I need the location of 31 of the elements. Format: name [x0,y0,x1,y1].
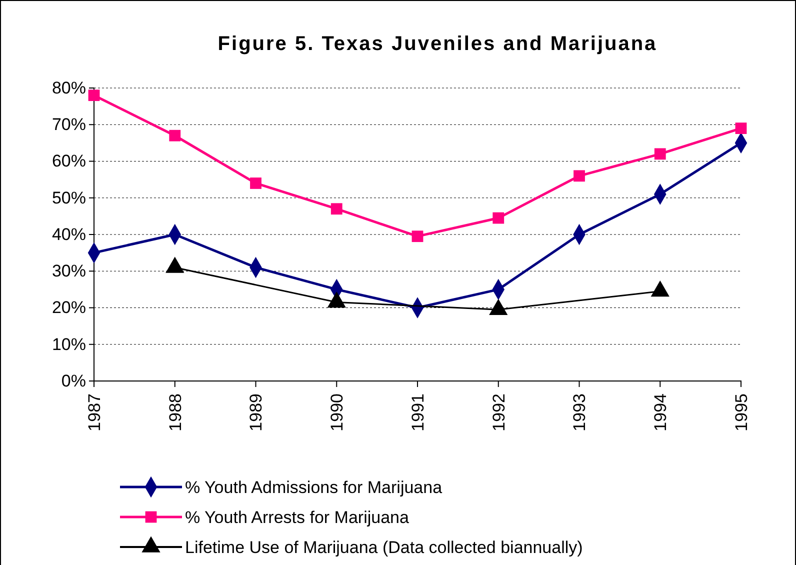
x-tick-label: 1989 [246,394,266,432]
y-tick-label: 60% [52,152,86,171]
x-tick-label: 1990 [328,394,347,432]
y-tick-label: 40% [52,224,86,244]
x-tick-label: 1995 [732,394,751,432]
y-tick-label: 70% [52,115,86,134]
x-tick-label: 1987 [84,394,104,432]
y-tick-label: 0% [61,371,86,390]
x-tick-label: 1993 [570,394,590,432]
point [412,230,424,242]
point [492,212,504,224]
point [330,203,342,215]
point [574,170,585,182]
legend-label: Lifetime Use of Marijuana (Data collected biannually) [185,538,583,557]
y-tick-label: 10% [52,334,86,354]
point [654,148,666,160]
point [88,90,100,102]
x-tick-label: 1992 [489,394,508,432]
x-tick-label: 1994 [651,394,670,432]
x-tick-label: 1991 [408,394,428,432]
legend-label: % Youth Admissions for Marijuana [185,478,443,497]
y-tick-label: 80% [52,78,86,98]
legend-label: % Youth Arrests for Marijuana [185,508,410,527]
point [169,130,181,142]
y-tick-label: 20% [52,298,86,318]
y-tick-label: 50% [52,188,86,208]
chart-title: Figure 5. Texas Juveniles and Marijuana [218,33,658,55]
x-tick-label: 1988 [166,394,185,432]
y-tick-label: 30% [52,262,86,281]
point [250,178,262,189]
point [735,122,747,134]
